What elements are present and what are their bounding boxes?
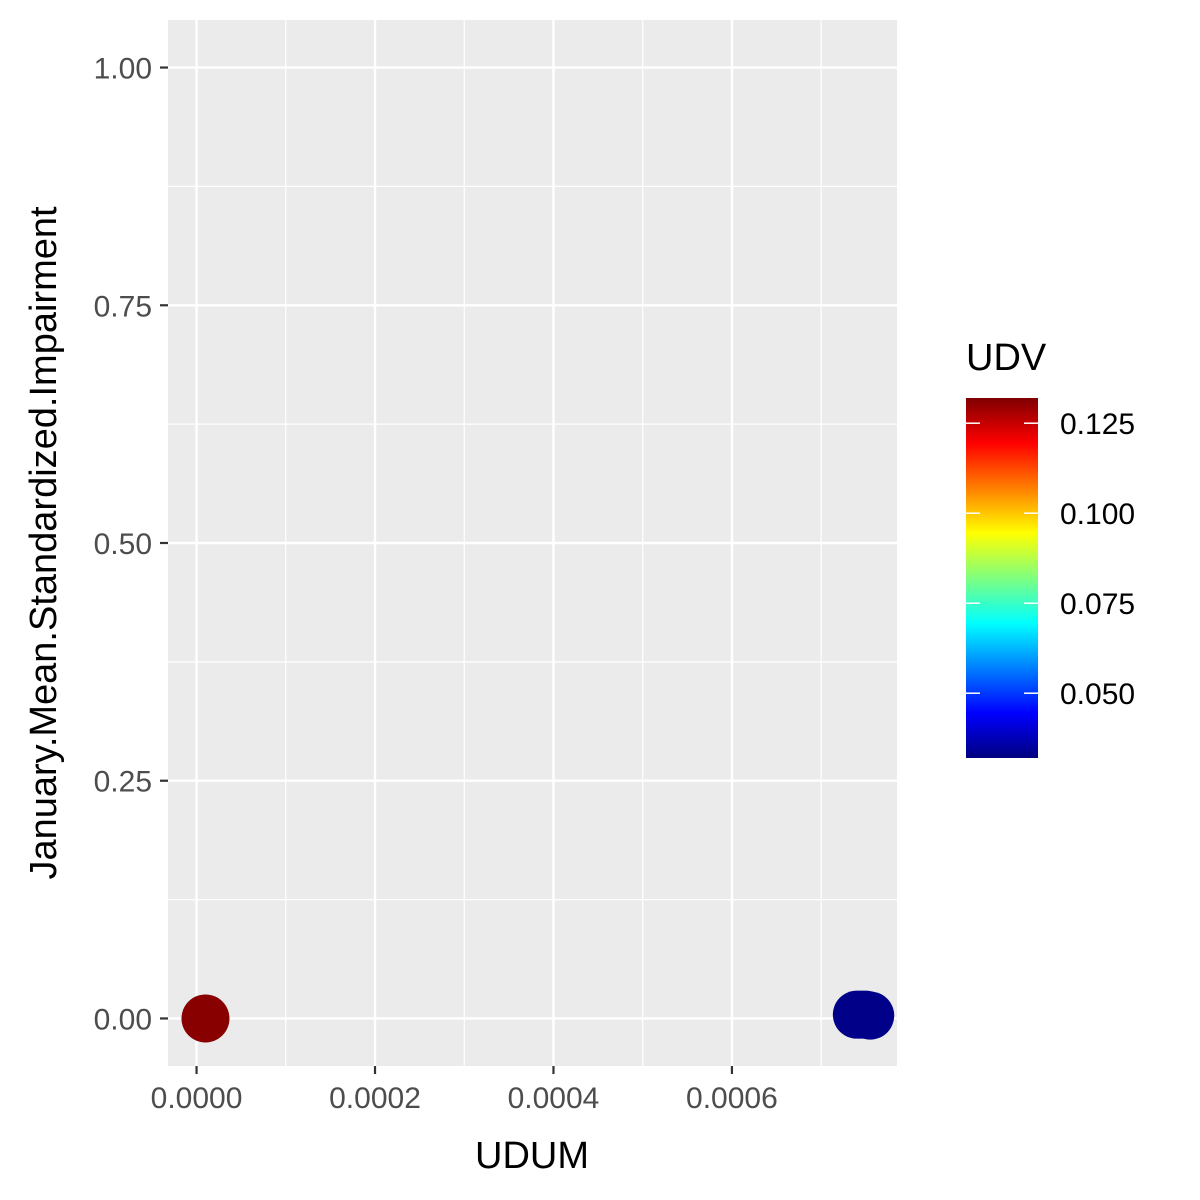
y-tick-label: 0.25 (94, 766, 152, 799)
legend-tick-label: 0.050 (1060, 678, 1135, 711)
legend-tick-label: 0.125 (1060, 408, 1135, 441)
legend-tick-label: 0.100 (1060, 498, 1135, 531)
x-axis-title: UDUM (475, 1135, 589, 1177)
color-legend: UDV 0.050 0.075 0.100 0.125 (966, 337, 1135, 758)
major-gridlines (168, 20, 897, 1066)
y-tick-label: 0.75 (94, 290, 152, 323)
y-axis: 0.00 0.25 0.50 0.75 1.00 (94, 53, 168, 1036)
x-axis: 0.0000 0.0002 0.0004 0.0006 (151, 1066, 778, 1115)
y-tick-label: 0.50 (94, 528, 152, 561)
x-tick-label: 0.0000 (151, 1082, 243, 1115)
legend-ticks: 0.050 0.075 0.100 0.125 (966, 408, 1135, 711)
x-tick-label: 0.0004 (508, 1082, 600, 1115)
x-tick-label: 0.0006 (686, 1082, 778, 1115)
y-tick-label: 0.00 (94, 1003, 152, 1036)
data-points (181, 990, 895, 1043)
x-tick-label: 0.0002 (329, 1082, 421, 1115)
data-point (846, 991, 895, 1040)
legend-colorbar (966, 398, 1038, 758)
data-point (181, 994, 230, 1043)
y-axis-title: January.Mean.Standardized.Impairment (23, 206, 65, 880)
legend-tick-label: 0.075 (1060, 588, 1135, 621)
y-tick-label: 1.00 (94, 53, 152, 86)
legend-title: UDV (966, 337, 1047, 379)
